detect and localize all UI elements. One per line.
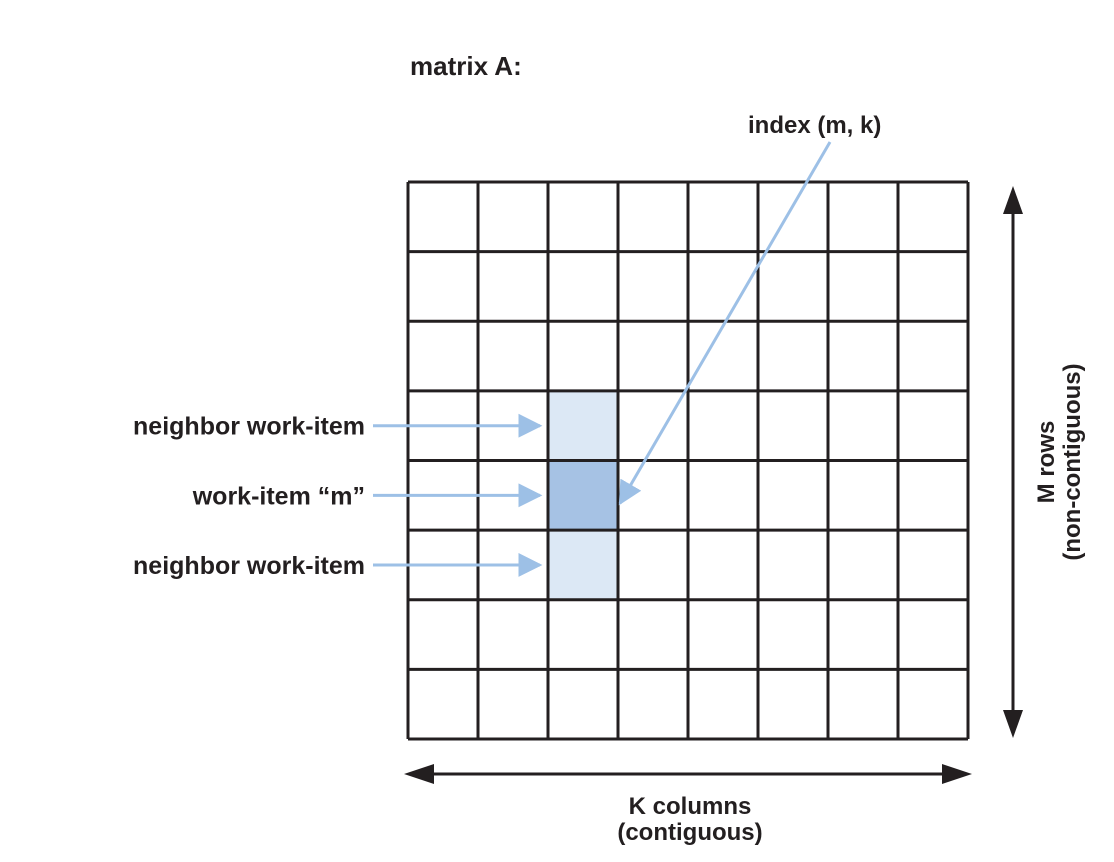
index-pointer-arrow (618, 141, 832, 506)
diagram-title: matrix A: (410, 51, 522, 81)
work-item-cell-current (548, 460, 618, 531)
matrix-grid (406, 180, 970, 741)
rows-label: M rows (1033, 421, 1060, 504)
columns-label-note: (contiguous) (617, 819, 762, 846)
work-item-cell-neighbor-0 (548, 390, 618, 461)
rows-label-note: (non-contiguous) (1059, 363, 1086, 560)
pointer-arrows (373, 141, 832, 577)
columns-axis-arrow-left (404, 764, 434, 784)
columns-axis-arrow-right (942, 764, 972, 784)
index-label: index (m, k) (748, 112, 881, 139)
highlighted-cells (548, 390, 618, 600)
columns-label: K columns (629, 793, 752, 820)
work-item-labels: neighbor work-item work-item “m” neighbor … (133, 413, 365, 580)
neighbor-work-item-label-2: neighbor work-item (133, 552, 365, 580)
neighbor-work-item-label-0: neighbor work-item (133, 413, 365, 441)
work-item-label-current: work-item “m” (192, 482, 365, 510)
rows-axis-arrow-top (1003, 186, 1023, 214)
work-item-cell-neighbor-2 (548, 530, 618, 600)
rows-axis-arrow-bottom (1003, 710, 1023, 738)
